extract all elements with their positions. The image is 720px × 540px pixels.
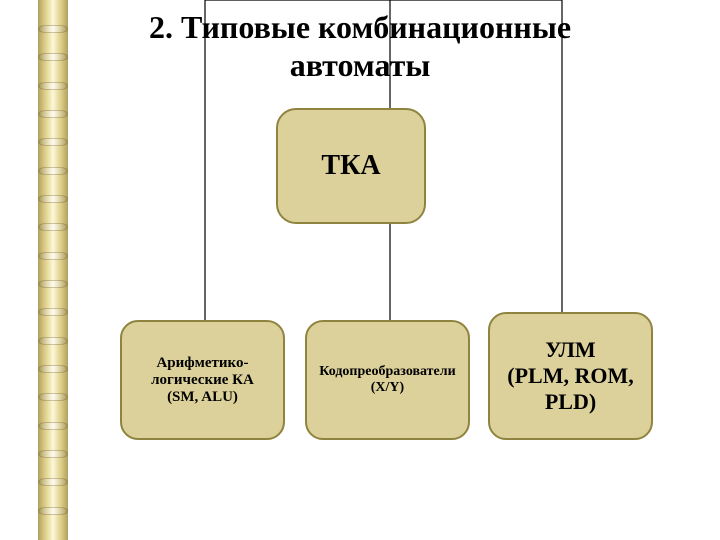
slide: 2. Типовые комбинационные автоматы ТКА А…: [0, 0, 720, 540]
node-root: ТКА: [276, 108, 426, 224]
node-child-codec: Кодопреобразователи (X/Y): [305, 320, 470, 440]
slide-title: 2. Типовые комбинационные автоматы: [0, 8, 720, 85]
node-child-ulm: УЛМ (PLM, ROM, PLD): [488, 312, 653, 440]
node-child-arith: Арифметико- логические КА (SM, ALU): [120, 320, 285, 440]
